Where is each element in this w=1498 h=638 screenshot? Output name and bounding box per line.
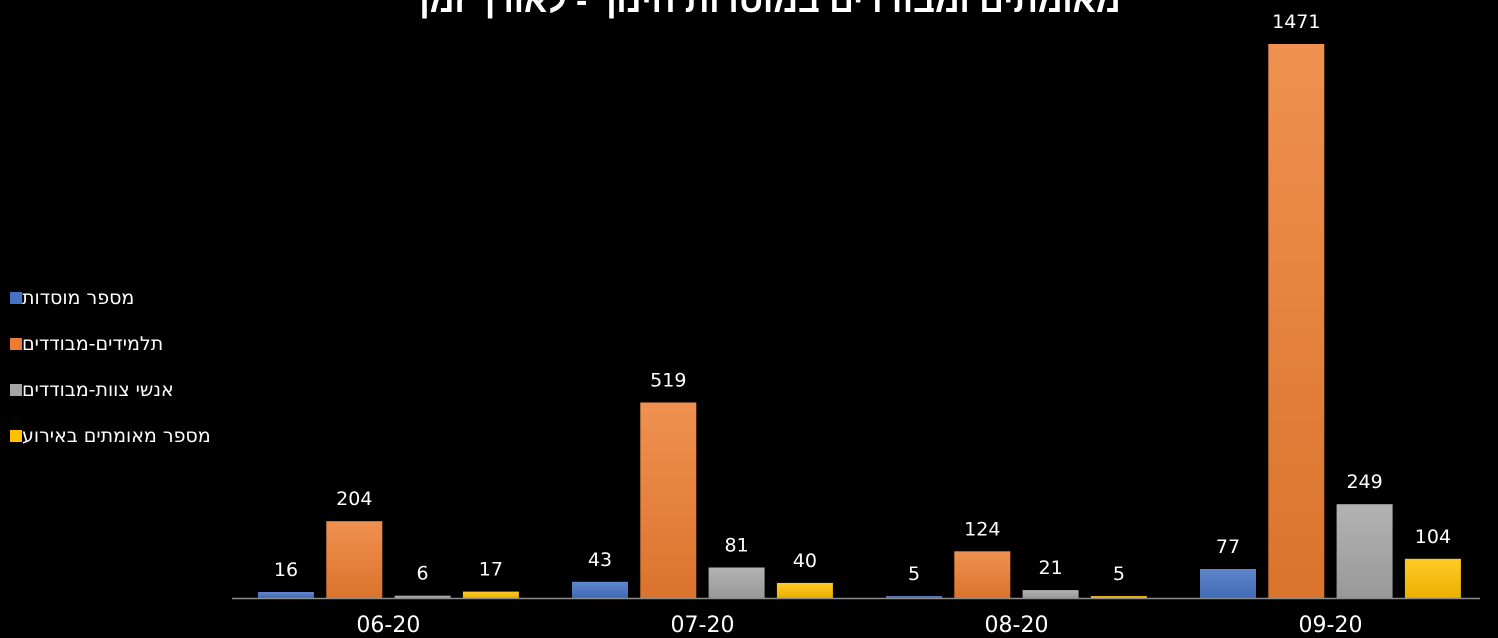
bar-isolated-students-09-20[interactable]	[1268, 44, 1325, 598]
data-label-institutions-08-20: 5	[908, 563, 920, 585]
legend-swatch-yellow	[10, 430, 22, 442]
bar-isolated-students-06-20[interactable]	[326, 521, 383, 598]
data-label-confirmed-08-20: 5	[1113, 563, 1125, 585]
legend-swatch-orange	[10, 338, 22, 350]
data-label-isolated-students-07-20: 519	[650, 370, 686, 392]
x-tick-label-08-20: 08-20	[985, 613, 1049, 638]
data-label-confirmed-06-20: 17	[479, 559, 503, 581]
bar-isolated-staff-08-20[interactable]	[1022, 590, 1079, 598]
bar-institutions-06-20[interactable]	[258, 592, 314, 598]
legend-item-isolated-students[interactable]: תלמידים-מבודדים	[6, 332, 211, 356]
data-label-isolated-staff-08-20: 21	[1039, 557, 1063, 579]
legend-label: מספר מוסדות	[22, 287, 135, 309]
legend-item-institutions[interactable]: מספר מוסדות	[6, 286, 211, 310]
bar-isolated-staff-07-20[interactable]	[708, 567, 765, 599]
data-label-isolated-students-09-20: 1471	[1272, 11, 1320, 33]
data-label-confirmed-09-20: 104	[1415, 526, 1451, 548]
bar-confirmed-09-20[interactable]	[1404, 558, 1461, 598]
bar-confirmed-08-20[interactable]	[1090, 596, 1147, 598]
data-label-confirmed-07-20: 40	[793, 550, 817, 572]
bar-institutions-08-20[interactable]	[886, 596, 942, 598]
data-label-isolated-staff-07-20: 81	[725, 535, 749, 557]
data-label-isolated-staff-09-20: 249	[1346, 471, 1382, 493]
data-label-institutions-07-20: 43	[588, 549, 612, 571]
bar-isolated-students-07-20[interactable]	[640, 402, 697, 599]
legend-label: מספר מאומתים באירוע	[22, 425, 211, 447]
x-tick-label-07-20: 07-20	[671, 613, 735, 638]
data-label-institutions-09-20: 77	[1216, 536, 1240, 558]
data-label-isolated-students-06-20: 204	[336, 488, 372, 510]
chart-title: מאומתים ומבודדים במוסדות חינוך - לאורך ז…	[419, 0, 1121, 20]
bar-confirmed-07-20[interactable]	[776, 582, 833, 598]
legend-item-isolated-staff[interactable]: אנשי צוות-מבודדים	[6, 378, 211, 402]
data-label-isolated-staff-06-20: 6	[417, 563, 429, 585]
legend-label: אנשי צוות-מבודדים	[22, 379, 174, 401]
bar-institutions-09-20[interactable]	[1200, 569, 1256, 598]
legend: מספר מוסדות תלמידים-מבודדים אנשי צוות-מב…	[6, 286, 211, 470]
legend-label: תלמידים-מבודדים	[22, 333, 164, 355]
x-tick-label-06-20: 06-20	[356, 613, 420, 638]
x-tick-labels-layer: 06-20 07-20 08-20 09-20	[356, 613, 1362, 638]
legend-item-confirmed[interactable]: מספר מאומתים באירוע	[6, 424, 211, 448]
bar-isolated-students-08-20[interactable]	[954, 551, 1011, 598]
bar-isolated-staff-09-20[interactable]	[1336, 504, 1393, 598]
data-labels-layer: 16 204 6 17 43 519 81 40 5 124 21 5 77 1471 249 104	[274, 11, 1451, 585]
data-label-isolated-students-08-20: 124	[964, 518, 1000, 540]
bar-confirmed-06-20[interactable]	[462, 591, 519, 598]
legend-swatch-gray	[10, 384, 22, 396]
bar-institutions-07-20[interactable]	[572, 581, 628, 598]
bar-isolated-staff-06-20[interactable]	[394, 595, 451, 598]
x-tick-label-09-20: 09-20	[1299, 613, 1363, 638]
data-label-institutions-06-20: 16	[274, 559, 298, 581]
bars-layer	[258, 44, 1461, 598]
legend-swatch-blue	[10, 292, 22, 304]
